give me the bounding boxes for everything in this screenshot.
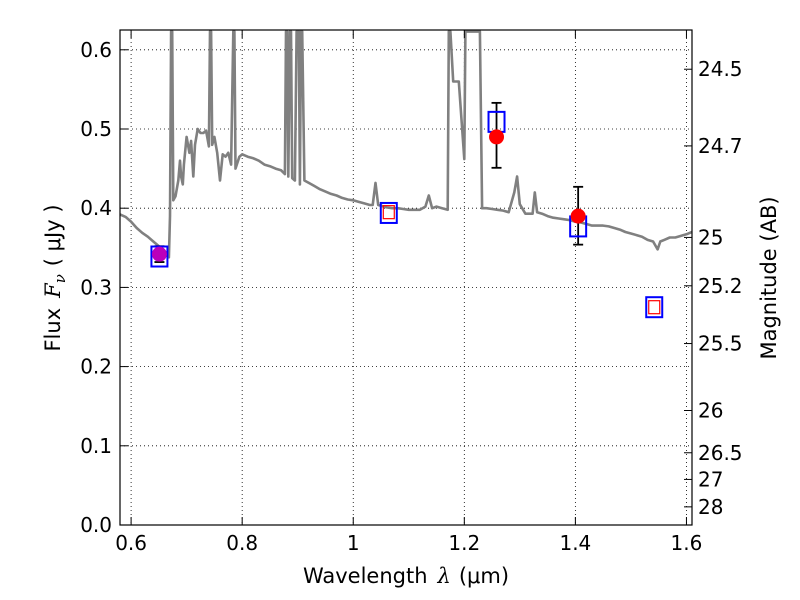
mag-tick-label: 27 (698, 467, 723, 491)
mag-tick-label: 25.2 (698, 274, 743, 298)
axis-ticks: 0.6 0.8 1 1.2 1.4 1.6 0.0 0.1 0.2 0.3 0.4 0.5 0.6 24.… (80, 30, 743, 555)
x-tick-label: 1.2 (448, 531, 480, 555)
photometry-markers (150, 101, 664, 319)
photometry-inner-square (382, 205, 395, 220)
observed-flux-point (570, 208, 586, 224)
model-photometry-square (379, 201, 398, 224)
model-spectrum (120, 30, 692, 259)
model-photometry-square (150, 245, 169, 268)
y-tick-label: 0.2 (80, 355, 112, 379)
y-tick-label: 0.0 (80, 513, 112, 537)
right-axis-label: Magnitude (AB) (757, 196, 781, 359)
grid-lines (120, 30, 692, 526)
y-tick-label: 0.5 (80, 117, 112, 141)
model-photometry-square (645, 296, 664, 319)
mag-tick-label: 28 (698, 495, 723, 519)
observed-flux-point (489, 129, 505, 145)
mag-tick-label: 25.5 (698, 332, 743, 356)
y-tick-label: 0.4 (80, 196, 112, 220)
mag-tick-label: 24.7 (698, 134, 743, 158)
y-tick-label: 0.6 (80, 38, 112, 62)
y-tick-label: 0.3 (80, 275, 112, 299)
y-tick-label: 0.1 (80, 434, 112, 458)
model-spectrum-line (120, 30, 692, 259)
photometry-inner-square (648, 300, 661, 315)
observed-flux-point (151, 246, 167, 262)
mag-tick-label: 26 (698, 399, 723, 423)
mag-tick-label: 24.5 (698, 57, 743, 81)
mag-tick-label: 26.5 (698, 441, 743, 465)
y-axis-label: FluxFν( μJy ) (41, 204, 69, 351)
mag-tick-label: 25 (698, 225, 723, 249)
x-tick-label: 0.6 (115, 531, 147, 555)
plot-frame (119, 29, 693, 526)
x-tick-label: 1 (347, 531, 360, 555)
x-tick-label: 1.4 (559, 531, 591, 555)
x-axis-label: Wavelength λ (μm) (303, 564, 509, 588)
x-tick-label: 1.6 (671, 531, 703, 555)
x-tick-label: 0.8 (226, 531, 258, 555)
